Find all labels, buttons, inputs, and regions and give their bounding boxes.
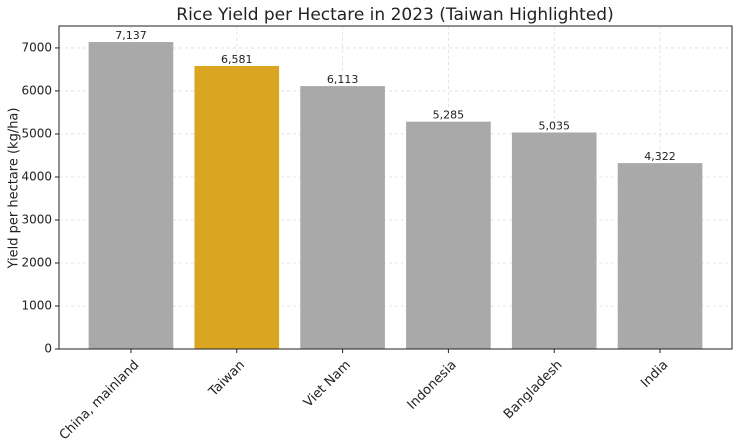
bar: [88, 42, 174, 349]
x-tick-label: China, mainland: [57, 358, 143, 441]
y-tick-label: 2000: [21, 255, 52, 269]
y-tick-label: 0: [44, 342, 52, 356]
y-tick-label: 6000: [21, 83, 52, 97]
value-label: 6,113: [327, 73, 359, 86]
bar: [617, 163, 703, 349]
y-axis-label: Yield per hectare (kg/ha): [7, 108, 22, 270]
value-label: 5,035: [538, 119, 570, 132]
x-tick-label: Taiwan: [205, 358, 248, 401]
y-tick-label: 7000: [21, 40, 52, 54]
chart-title: Rice Yield per Hectare in 2023 (Taiwan H…: [176, 5, 613, 25]
y-tick-label: 3000: [21, 212, 52, 226]
value-label: 6,581: [221, 53, 253, 66]
x-tick-label: Indonesia: [405, 358, 460, 413]
y-tick-label: 1000: [21, 298, 52, 312]
bar: [194, 65, 280, 349]
plot-frame: [58, 25, 733, 350]
value-label: 7,137: [115, 29, 147, 42]
x-tick-label: Viet Nam: [301, 358, 354, 411]
bar: [511, 132, 597, 349]
bar: [300, 86, 385, 350]
value-label: 4,322: [644, 150, 676, 163]
bar: [406, 121, 491, 349]
value-label: 5,285: [433, 109, 465, 122]
x-tick-label: India: [638, 358, 671, 391]
y-tick-label: 4000: [21, 169, 52, 183]
x-tick-label: Bangladesh: [501, 358, 566, 423]
y-tick-label: 5000: [21, 126, 52, 140]
